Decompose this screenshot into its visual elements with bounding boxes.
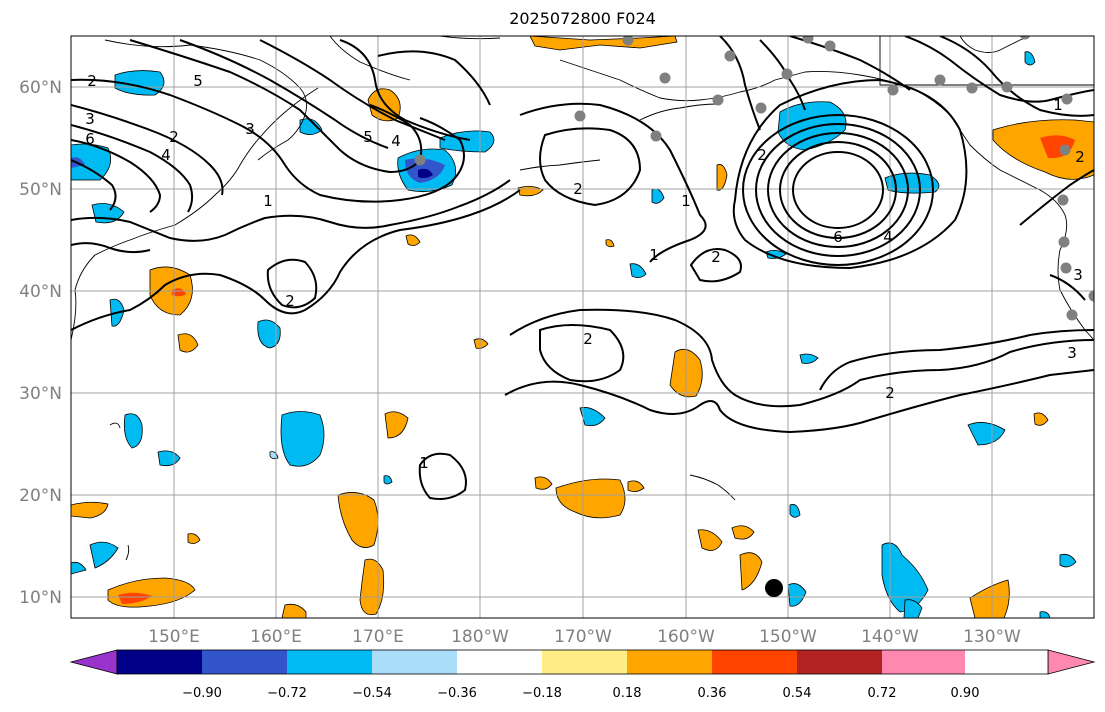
contour-label: 3 <box>85 110 95 128</box>
colorbar-tick-label: 0.90 <box>951 686 980 701</box>
lon-label: 150°W <box>759 627 817 647</box>
contour-label: 2 <box>757 146 767 164</box>
contour-label: 4 <box>883 228 893 246</box>
lat-label: 60°N <box>19 78 62 98</box>
contour-label: 3 <box>245 120 255 138</box>
colorbar-tick-label: 0.36 <box>698 686 727 701</box>
lon-label: 180°W <box>451 627 509 647</box>
contour-label-group: 2 5 3 6 4 2 3 1 5 4 2 2 1 1 2 6 4 2 2 1 … <box>85 72 1085 472</box>
storm-position-marker <box>765 579 783 597</box>
contour-label: 2 <box>87 72 97 90</box>
lat-label: 30°N <box>19 384 62 404</box>
colorbar-segment <box>542 650 627 674</box>
map-title: 2025072800 F024 <box>509 9 656 28</box>
contour-lines <box>71 36 1094 500</box>
contour-label: 2 <box>885 384 895 402</box>
colorbar-tick-label: −0.36 <box>437 686 477 701</box>
lon-label: 170°E <box>352 627 404 647</box>
colorbar-tick-label: 0.54 <box>783 686 812 701</box>
colorbar-segment <box>372 650 457 674</box>
colorbar-tick-label: 0.72 <box>868 686 897 701</box>
lat-label: 40°N <box>19 282 62 302</box>
contour-label: 1 <box>649 246 659 264</box>
colorbar-segment <box>287 650 372 674</box>
colorbar-max-arrow <box>1047 649 1096 675</box>
lon-label: 140°W <box>861 627 919 647</box>
coastlines <box>71 36 1094 561</box>
map-frame <box>70 35 1095 619</box>
contour-label: 2 <box>169 128 179 146</box>
colorbar-tick-label: −0.72 <box>267 686 307 701</box>
contour-label: 3 <box>1067 344 1077 362</box>
colorbar: −0.90 −0.72 −0.54 −0.36 −0.18 0.18 0.36 … <box>69 649 1096 701</box>
lat-label: 20°N <box>19 486 62 506</box>
contour-label: 1 <box>419 454 429 472</box>
lon-axis: 150°E 160°E 170°E 180°W 170°W 160°W 150°… <box>148 627 1021 647</box>
contour-label: 2 <box>583 330 593 348</box>
shaded-anomalies <box>71 36 1094 618</box>
lat-label: 10°N <box>19 588 62 608</box>
contour-label: 4 <box>161 146 171 164</box>
colorbar-segment <box>712 650 797 674</box>
contour-label: 2 <box>711 248 721 266</box>
lon-label: 160°E <box>250 627 302 647</box>
colorbar-segment <box>797 650 882 674</box>
contour-label: 1 <box>263 192 273 210</box>
colorbar-segment <box>457 650 542 674</box>
colorbar-segment <box>965 650 1048 674</box>
contour-label: 5 <box>363 128 373 146</box>
contour-label: 1 <box>681 192 691 210</box>
contour-label: 2 <box>285 292 295 310</box>
contour-label: 4 <box>391 132 401 150</box>
contour-label: 6 <box>833 228 843 246</box>
colorbar-min-arrow <box>69 649 118 675</box>
colorbar-tick-label: 0.18 <box>613 686 642 701</box>
colorbar-segment <box>202 650 287 674</box>
lon-label: 130°W <box>963 627 1021 647</box>
colorbar-segment <box>627 650 712 674</box>
contour-label: 2 <box>1075 148 1085 166</box>
lat-axis: 60°N 50°N 40°N 30°N 20°N 10°N <box>19 78 62 608</box>
graticule <box>71 36 1094 618</box>
contour-label: 1 <box>1053 96 1063 114</box>
colorbar-segment <box>117 650 202 674</box>
contour-label: 5 <box>193 72 203 90</box>
colorbar-tick-label: −0.90 <box>182 686 222 701</box>
contour-label: 2 <box>573 180 583 198</box>
colorbar-tick-label: −0.18 <box>522 686 562 701</box>
colorbar-tick-label: −0.54 <box>352 686 392 701</box>
map-plot: 2 5 3 6 4 2 3 1 5 4 2 2 1 1 2 6 4 2 2 1 … <box>71 36 1094 618</box>
contour-label: 6 <box>85 130 95 148</box>
lon-label: 150°E <box>148 627 200 647</box>
contour-label: 3 <box>1073 266 1083 284</box>
colorbar-segment <box>882 650 965 674</box>
lat-label: 50°N <box>19 180 62 200</box>
lon-label: 160°W <box>657 627 715 647</box>
station-markers <box>414 36 1094 321</box>
lon-label: 170°W <box>554 627 612 647</box>
